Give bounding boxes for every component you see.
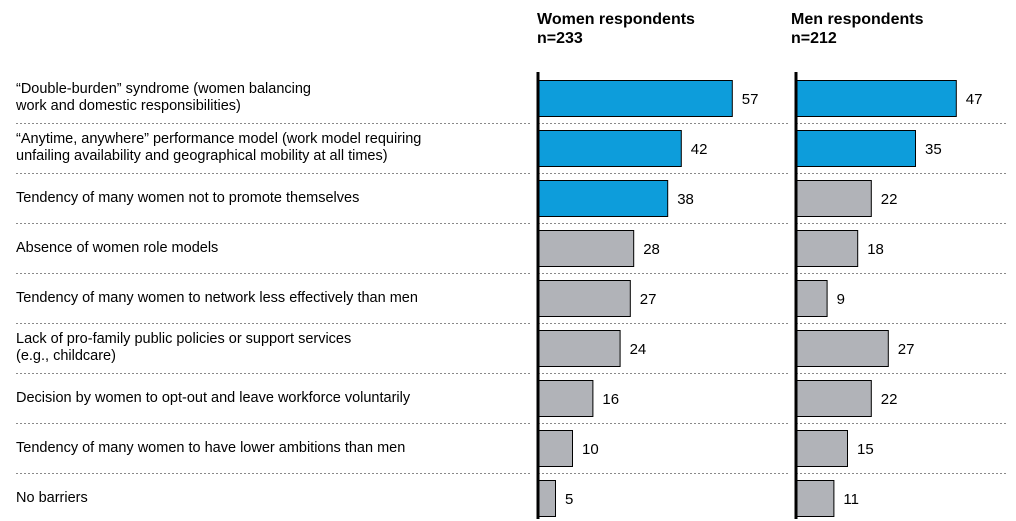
bar — [538, 180, 669, 217]
value-label: 27 — [898, 341, 915, 358]
category-label-line: Tendency of many women to network less e… — [16, 289, 418, 306]
category-label: No barriers — [16, 475, 536, 521]
category-label-line: “Double-burden” syndrome (women balancin… — [16, 81, 311, 97]
bar — [796, 280, 828, 317]
category-label-line: Lack of pro-family public policies or su… — [16, 331, 352, 347]
bar — [538, 330, 621, 367]
value-label: 24 — [630, 341, 647, 358]
category-label-line: No barriers — [16, 489, 88, 506]
women-header-title: Women respondents — [537, 11, 695, 28]
value-label: 11 — [843, 491, 859, 508]
bar — [538, 430, 573, 467]
bar — [538, 280, 631, 317]
bar — [796, 180, 872, 217]
category-label: Tendency of many women to have lower amb… — [16, 425, 536, 471]
women-header: Women respondents n=233 — [537, 10, 695, 48]
category-label: “Double-burden” syndrome (women balancin… — [16, 75, 536, 121]
bar — [538, 130, 682, 167]
category-label-line: work and domestic responsibilities) — [16, 98, 241, 114]
category-label: Lack of pro-family public policies or su… — [16, 325, 536, 371]
category-label: Tendency of many women not to promote th… — [16, 175, 536, 221]
category-label: Decision by women to opt-out and leave w… — [16, 375, 536, 421]
value-label: 15 — [857, 441, 874, 458]
bar — [796, 430, 848, 467]
value-label: 35 — [925, 141, 942, 158]
value-label: 22 — [881, 191, 898, 208]
bar — [796, 230, 859, 267]
bar — [796, 130, 916, 167]
value-label: 38 — [677, 191, 694, 208]
category-label-line: (e.g., childcare) — [16, 348, 116, 364]
bar — [538, 230, 635, 267]
bar — [796, 480, 835, 517]
value-label: 10 — [582, 441, 599, 458]
men-header-title: Men respondents — [791, 11, 924, 28]
category-label-line: “Anytime, anywhere” performance model (w… — [16, 131, 422, 147]
category-label-line: Tendency of many women not to promote th… — [16, 189, 360, 206]
value-label: 42 — [691, 141, 708, 158]
value-label: 5 — [565, 491, 573, 508]
men-header: Men respondents n=212 — [791, 10, 923, 48]
value-label: 16 — [602, 391, 619, 408]
bar — [538, 480, 556, 517]
category-label: “Anytime, anywhere” performance model (w… — [16, 125, 536, 171]
category-label-line: Decision by women to opt-out and leave w… — [16, 389, 411, 406]
women-header-n: n=233 — [537, 30, 583, 47]
value-label: 22 — [881, 391, 898, 408]
category-label-line: Absence of women role models — [16, 239, 219, 256]
bar — [796, 80, 957, 117]
bar — [538, 80, 733, 117]
value-label: 9 — [837, 291, 845, 308]
value-label: 18 — [867, 241, 884, 258]
bar — [538, 380, 594, 417]
value-label: 57 — [742, 91, 759, 108]
men-header-n: n=212 — [791, 30, 837, 47]
value-label: 28 — [643, 241, 660, 258]
value-label: 47 — [966, 91, 983, 108]
bar — [796, 330, 889, 367]
category-label: Tendency of many women to network less e… — [16, 275, 536, 321]
category-label-line: Tendency of many women to have lower amb… — [16, 439, 406, 456]
category-label: Absence of women role models — [16, 225, 536, 271]
category-label-line: unfailing availability and geographical … — [16, 148, 388, 164]
value-label: 27 — [640, 291, 657, 308]
bar — [796, 380, 872, 417]
